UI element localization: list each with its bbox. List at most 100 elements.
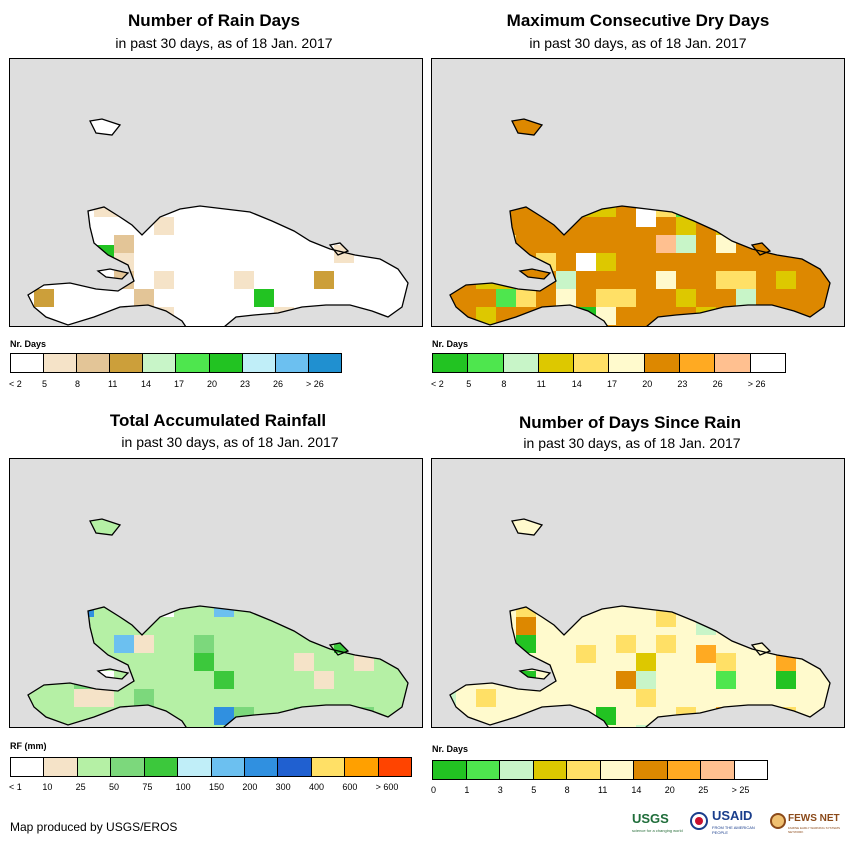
fewsnet-seal-icon: [770, 806, 786, 836]
rain-days-legend: [10, 353, 342, 373]
legend-swatch: [111, 758, 145, 776]
grid-cell: [476, 307, 496, 325]
rain-days-map[interactable]: [9, 58, 423, 327]
legend-swatch: [77, 758, 112, 776]
grid-cell: [314, 217, 334, 235]
hispaniola-coastline: [27, 605, 409, 727]
grid-cell: [616, 671, 636, 689]
usaid-logo-text: USAID: [712, 808, 753, 823]
legend-tick-label: > 26: [306, 379, 324, 389]
grid-cell: [194, 573, 214, 591]
grid-cell: [28, 653, 34, 671]
grid-cell: [736, 537, 756, 555]
grid-cell: [616, 289, 636, 307]
legend-swatch: [44, 354, 78, 372]
grid-cell: [596, 289, 616, 307]
legend-swatch: [211, 758, 245, 776]
grid-cell: [74, 725, 94, 727]
legend-tick-label: 25: [75, 782, 86, 792]
grid-cell: [94, 325, 114, 326]
panel-subtitle: in past 30 days, as of 18 Jan. 2017: [523, 435, 741, 451]
grid-cell: [34, 635, 54, 653]
grid-cell: [134, 707, 154, 725]
grid-cell: [34, 289, 54, 307]
legend-tick-label: < 2: [431, 379, 444, 389]
usaid-seal-icon: [690, 806, 710, 836]
legend-swatch: [468, 354, 504, 372]
grid-cell: [114, 253, 134, 271]
grid-cell: [450, 599, 456, 617]
legend-swatch: [734, 761, 767, 779]
legend-swatch: [433, 761, 467, 779]
legend-tick-label: 25: [698, 785, 709, 795]
grid-cell: [736, 199, 756, 217]
fewsnet-tagline: FAMINE EARLY WARNING SYSTEMS NETWORK: [788, 826, 840, 834]
panel-title: Total Accumulated Rainfall: [109, 411, 327, 430]
grid-cell: [114, 235, 134, 253]
fewsnet-logo: FEWS NET FAMINE EARLY WARNING SYSTEMS NE…: [788, 806, 844, 836]
usgs-logo: USGS science for a changing world: [632, 806, 688, 836]
grid-cell: [314, 271, 334, 289]
dry-days-map[interactable]: [431, 58, 845, 327]
grid-cell: [656, 537, 676, 555]
grid-cell: [334, 217, 354, 235]
legend-tick-label: 20: [642, 379, 653, 389]
grid-cell: [516, 671, 536, 689]
grid-cell: [94, 245, 114, 263]
usaid-logo: USAID FROM THE AMERICAN PEOPLE: [712, 806, 768, 836]
grid-cell: [334, 707, 354, 725]
grid-cell: [716, 653, 736, 671]
legend-swatch: [466, 761, 500, 779]
legend-swatch: [11, 354, 45, 372]
grid-cell: [54, 635, 74, 653]
grid-cell: [656, 555, 676, 573]
legend-tick-label: > 25: [731, 785, 750, 795]
grid-cell: [796, 591, 816, 609]
legend-swatch: [308, 354, 341, 372]
legend-tick-label: 600: [342, 782, 358, 792]
usgs-tagline: science for a changing world: [632, 827, 683, 833]
grid-cell: [154, 325, 174, 326]
legend-swatch: [278, 758, 312, 776]
legend-tick-label: 17: [607, 379, 618, 389]
grid-cell: [450, 617, 456, 635]
island-coastline: [89, 118, 122, 136]
legend-tick-label: 3: [497, 785, 503, 795]
rainfall-map[interactable]: [9, 458, 423, 728]
legend-swatch: [750, 354, 785, 372]
island-coastline: [328, 642, 350, 656]
grid-cell: [676, 289, 696, 307]
legend-tick-label: 8: [75, 379, 81, 389]
grid-cell: [94, 199, 114, 217]
grid-cell: [516, 617, 536, 635]
days-since-rain-map[interactable]: [431, 458, 845, 728]
grid-cell: [54, 609, 74, 627]
legend-title: Nr. Days: [10, 339, 47, 349]
grid-cell: [134, 689, 154, 707]
grid-cell: [536, 253, 556, 271]
hispaniola-coastline: [27, 205, 409, 326]
legend-swatch: [378, 758, 412, 776]
grid-cell: [556, 271, 576, 289]
grid-cell: [450, 689, 456, 707]
map-canvas: [27, 518, 409, 727]
hispaniola-coastline: [449, 205, 831, 326]
grid-cell: [696, 645, 716, 663]
grid-cell: [696, 199, 716, 217]
legend-swatch: [244, 758, 279, 776]
legend-tick-label: 20: [664, 785, 675, 795]
grid-cell: [314, 671, 334, 689]
legend-tick-label: > 600: [375, 782, 399, 792]
legend-swatch: [609, 354, 645, 372]
grid-cell: [450, 325, 456, 326]
grid-cell: [696, 325, 716, 326]
legend-swatch: [110, 354, 144, 372]
grid-cell: [274, 199, 294, 217]
legend-tick-label: 17: [174, 379, 185, 389]
legend-swatch: [538, 354, 575, 372]
grid-cell: [556, 307, 576, 325]
legend-tick-label: 400: [309, 782, 325, 792]
grid-cell: [656, 235, 676, 253]
grid-cell: [716, 271, 736, 289]
grid-cell: [334, 617, 354, 635]
